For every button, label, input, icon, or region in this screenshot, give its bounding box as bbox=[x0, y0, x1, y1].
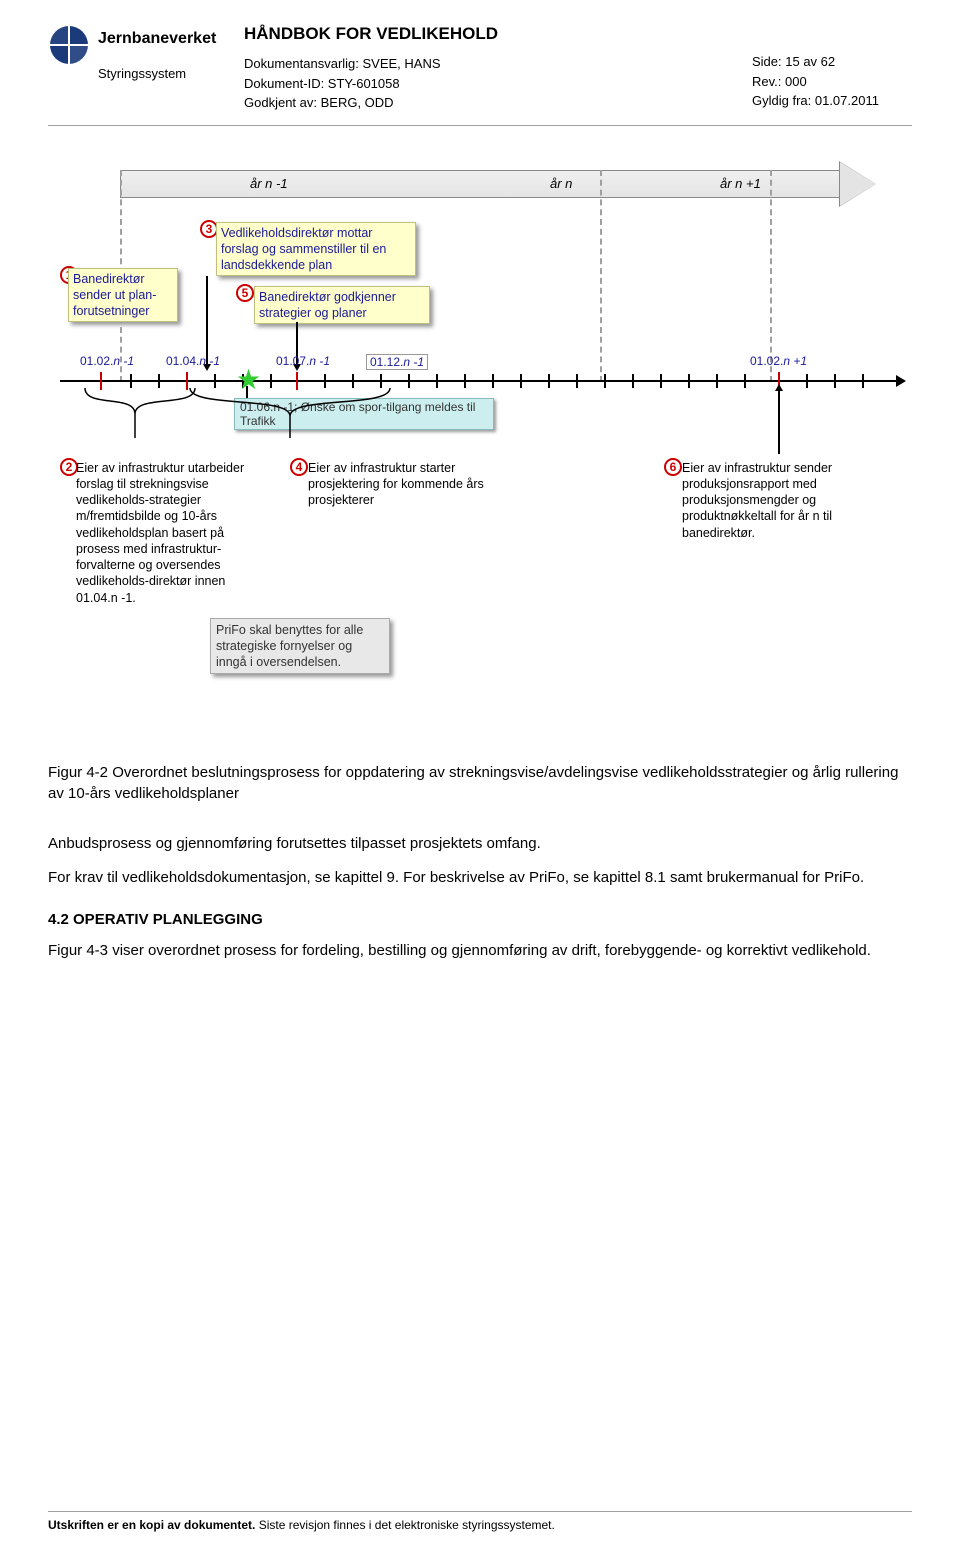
tick-minor bbox=[632, 374, 634, 388]
step-number-icon: 4 bbox=[290, 458, 308, 476]
doc-id: Dokument-ID: STY-601058 bbox=[244, 74, 736, 94]
process-diagram: år n -1 år n år n +1 1 Banedirektør send… bbox=[60, 158, 900, 738]
prifo-note: PriFo skal benyttes for alle strategiske… bbox=[210, 618, 390, 675]
page-footer: Utskriften er en kopi av dokumentet. Sis… bbox=[48, 1511, 912, 1532]
dash-line bbox=[770, 170, 772, 382]
footer-rest: Siste revisjon finnes i det elektroniske… bbox=[255, 1518, 554, 1532]
year-label-nplus1: år n +1 bbox=[720, 176, 761, 191]
tick-label: 01.02.n +1 bbox=[750, 354, 807, 368]
tick-minor bbox=[158, 374, 160, 388]
tick-label: 01.04.n -1 bbox=[166, 354, 220, 368]
tick-minor bbox=[548, 374, 550, 388]
tick-minor bbox=[716, 374, 718, 388]
tick-minor bbox=[806, 374, 808, 388]
tick-label: 01.07.n -1 bbox=[276, 354, 330, 368]
callout-2-box: Eier av infrastruktur utarbeider forslag… bbox=[76, 460, 246, 606]
callout-4: 4 bbox=[290, 458, 310, 476]
tick-minor bbox=[270, 374, 272, 388]
tick-minor bbox=[688, 374, 690, 388]
year-label-n: år n bbox=[550, 176, 572, 191]
arrow-up-icon bbox=[775, 384, 783, 391]
dash-line bbox=[600, 170, 602, 382]
tick-minor bbox=[604, 374, 606, 388]
revision: Rev.: 000 bbox=[752, 72, 912, 92]
valid-from: Gyldig fra: 01.07.2011 bbox=[752, 91, 912, 111]
page-number: Side: 15 av 62 bbox=[752, 52, 912, 72]
brand-logo-icon bbox=[48, 24, 90, 66]
document-title: HÅNDBOK FOR VEDLIKEHOLD bbox=[244, 24, 736, 44]
tick-minor bbox=[408, 374, 410, 388]
tick-label: 01.02.n -1 bbox=[80, 354, 134, 368]
header-right: Side: 15 av 62 Rev.: 000 Gyldig fra: 01.… bbox=[752, 24, 912, 113]
subsystem-label: Styringssystem bbox=[98, 66, 216, 81]
brand-block: Jernbaneverket Styringssystem bbox=[48, 24, 228, 113]
tick-minor bbox=[130, 374, 132, 388]
callout-5: 5 bbox=[236, 284, 256, 302]
year-bar: år n -1 år n år n +1 bbox=[120, 170, 880, 198]
doc-responsible: Dokumentansvarlig: SVEE, HANS bbox=[244, 54, 736, 74]
tick-minor bbox=[352, 374, 354, 388]
paragraph: Anbudsprosess og gjennomføring forutsett… bbox=[48, 833, 912, 855]
callout-4-box: Eier av infrastruktur starter prosjekter… bbox=[308, 460, 488, 509]
tick-minor bbox=[660, 374, 662, 388]
tick-minor bbox=[436, 374, 438, 388]
callout-3-box: Vedlikeholdsdirektør mottar forslag og s… bbox=[216, 222, 416, 277]
tick-label: 01.12.n -1 bbox=[366, 354, 428, 370]
tick-minor bbox=[520, 374, 522, 388]
section-heading: 4.2 OPERATIV PLANLEGGING bbox=[48, 911, 912, 928]
callout-1-box: Banedirektør sender ut plan-forutsetning… bbox=[68, 268, 178, 323]
tick-minor bbox=[464, 374, 466, 388]
callout-6: 6 bbox=[664, 458, 684, 476]
tick-minor bbox=[214, 374, 216, 388]
paragraph: Figur 4-3 viser overordnet prosess for f… bbox=[48, 940, 912, 962]
doc-approved: Godkjent av: BERG, ODD bbox=[244, 93, 736, 113]
tick-minor bbox=[324, 374, 326, 388]
connector-line bbox=[778, 390, 780, 454]
connector-line bbox=[206, 276, 208, 366]
tick-minor bbox=[834, 374, 836, 388]
brand-name: Jernbaneverket bbox=[98, 30, 216, 48]
figure-caption: Figur 4-2 Overordnet beslutningsprosess … bbox=[48, 762, 912, 806]
doc-header: Jernbaneverket Styringssystem HÅNDBOK FO… bbox=[48, 24, 912, 126]
tick-minor bbox=[380, 374, 382, 388]
paragraph: For krav til vedlikeholdsdokumentasjon, … bbox=[48, 867, 912, 889]
step-number-icon: 6 bbox=[664, 458, 682, 476]
brace-icon bbox=[180, 388, 400, 440]
callout-5-box: Banedirektør godkjenner strategier og pl… bbox=[254, 286, 430, 325]
tick-minor bbox=[862, 374, 864, 388]
footer-bold: Utskriften er en kopi av dokumentet. bbox=[48, 1518, 255, 1532]
step-number-icon: 5 bbox=[236, 284, 254, 302]
callout-6-box: Eier av infrastruktur sender produksjons… bbox=[682, 460, 882, 541]
tick-minor bbox=[492, 374, 494, 388]
axis-arrow-icon bbox=[896, 375, 906, 387]
tick-minor bbox=[576, 374, 578, 388]
year-label-nminus1: år n -1 bbox=[250, 176, 288, 191]
header-middle: HÅNDBOK FOR VEDLIKEHOLD Dokumentansvarli… bbox=[244, 24, 736, 113]
tick-minor bbox=[744, 374, 746, 388]
